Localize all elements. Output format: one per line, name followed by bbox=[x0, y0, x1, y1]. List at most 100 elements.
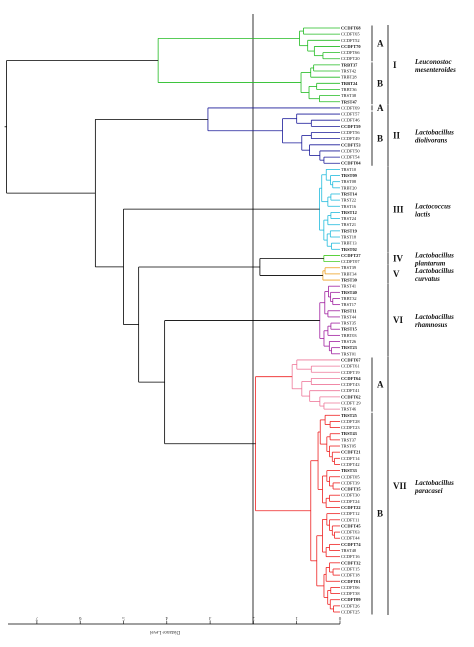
species-label: Leuconostoc bbox=[414, 58, 452, 66]
leaf-label: TRST17 bbox=[341, 302, 357, 307]
leaf-label: TRBT13 bbox=[341, 241, 357, 246]
axis-tick-label: 7 bbox=[35, 615, 38, 620]
leaf-label: TRST25 bbox=[341, 413, 358, 418]
leaf-label: CCDFT24 bbox=[341, 499, 360, 504]
leaf-label: TRST33 bbox=[341, 468, 358, 473]
subgroup-label: A bbox=[377, 380, 384, 390]
cluster-label: IV bbox=[393, 254, 404, 264]
leaf-label: CCDFT05 bbox=[341, 474, 360, 479]
leaf-label: TRST21 bbox=[341, 222, 356, 227]
species-label: paracasei bbox=[414, 487, 443, 495]
leaf-label: TRST42 bbox=[341, 69, 356, 74]
leaf-label: TRBT37 bbox=[341, 62, 358, 67]
axis-tick-label: 3 bbox=[208, 615, 211, 620]
leaf-label: TRBT20 bbox=[341, 185, 357, 190]
leaf-label: TRST10 bbox=[341, 167, 357, 172]
leaf-label: CCDFT11 bbox=[341, 517, 359, 522]
leaf-label: TRST09 bbox=[341, 173, 358, 178]
leaf-label: CCDFT20 bbox=[341, 56, 360, 61]
leaf-label: TRST18 bbox=[341, 235, 357, 240]
leaf-label: TRST44 bbox=[341, 314, 357, 319]
species-label: lactis bbox=[415, 210, 430, 218]
species-label: Lactococcus bbox=[414, 202, 451, 210]
leaf-label: CCDFT38 bbox=[341, 591, 360, 596]
axis-tick-label: 5 bbox=[122, 615, 125, 620]
leaf-label: CCDFT67 bbox=[341, 357, 361, 362]
leaf-label: CCDFT04 bbox=[341, 161, 361, 166]
leaf-labels: CCDFT68CCDFT65CCDFT52CCDFT70CCDFT66CCDFT… bbox=[341, 26, 361, 615]
leaf-label: CCDFT19 bbox=[341, 370, 360, 375]
leaf-label: CCDFT45 bbox=[341, 523, 361, 528]
leaf-label: CCDFT35 bbox=[341, 487, 361, 492]
leaf-label: TRST40 bbox=[341, 290, 358, 295]
leaf-label: CCDFT 29 bbox=[341, 400, 361, 405]
leaf-label: CCDFT54 bbox=[341, 155, 360, 160]
leaf-label: TRST35 bbox=[341, 321, 357, 326]
leaf-label: CCDFT57 bbox=[341, 112, 360, 117]
leaf-label: CCDFT28 bbox=[341, 419, 360, 424]
leaf-label: TRST23 bbox=[341, 345, 358, 350]
leaf-label: CCDFT44 bbox=[341, 536, 360, 541]
leaf-label: CCDFT01 bbox=[341, 579, 361, 584]
cluster-label: VII bbox=[393, 481, 407, 491]
leaf-label: TRST39 bbox=[341, 265, 357, 270]
leaf-label: CCDFT26 bbox=[341, 603, 360, 608]
leaf-label: CCDFT74 bbox=[341, 542, 361, 547]
leaf-label: CCDFT46 bbox=[341, 118, 360, 123]
leaf-label: TRST48 bbox=[341, 548, 357, 553]
leaf-label: CCDFT23 bbox=[341, 425, 360, 430]
leaf-label: CCDFT61 bbox=[341, 364, 360, 369]
axis-tick-label: 4 bbox=[165, 615, 168, 620]
leaf-label: CCDFT22 bbox=[341, 505, 361, 510]
species-label: Lactobacillus bbox=[414, 267, 454, 275]
leaf-label: TRST14 bbox=[341, 191, 358, 196]
tree-branches bbox=[4, 27, 340, 613]
leaf-label: TRST43 bbox=[341, 431, 358, 436]
axis-ticks: 7 6 5 4 3 2 1 0 bbox=[35, 615, 341, 624]
leaf-label: CCDFT68 bbox=[341, 26, 361, 31]
leaf-label: TRBT32 bbox=[341, 296, 357, 301]
axis-tick-label: 2 bbox=[252, 615, 255, 620]
leaf-label: CCDFT32 bbox=[341, 560, 361, 565]
subgroup-label: B bbox=[377, 134, 383, 144]
leaf-label: TRST30 bbox=[341, 278, 358, 283]
leaf-label: CCDFT12 bbox=[341, 511, 360, 516]
cluster-label: I bbox=[393, 60, 397, 70]
axis-tick-label: 0 bbox=[338, 615, 341, 620]
leaf-label: TRST37 bbox=[341, 437, 357, 442]
leaf-label: CCDFT14 bbox=[341, 456, 360, 461]
species-label: plantarum bbox=[414, 260, 446, 268]
leaf-label: TRST47 bbox=[341, 99, 358, 104]
leaf-label: CCDFT25 bbox=[341, 610, 360, 615]
species-label: rhamnosus bbox=[415, 321, 448, 329]
leaf-label: TRBT24 bbox=[341, 81, 358, 86]
leaf-label: TRST46 bbox=[341, 407, 357, 412]
leaf-label: TRST11 bbox=[341, 308, 357, 313]
leaf-label: TRBT03 bbox=[341, 333, 357, 338]
leaf-label: TRST26 bbox=[341, 339, 357, 344]
subgroup-label: B bbox=[377, 509, 383, 519]
axis-label: Distance Level bbox=[149, 629, 180, 634]
species-label: Lactobacillus bbox=[414, 479, 454, 487]
leaf-label: CCDFT39 bbox=[341, 480, 360, 485]
leaf-label: CCDFT27 bbox=[341, 253, 361, 258]
leaf-label: CCDFT21 bbox=[341, 450, 361, 455]
leaf-label: CCDFT49 bbox=[341, 136, 360, 141]
leaf-label: CCDFT53 bbox=[341, 142, 361, 147]
leaf-label: CCDFT06 bbox=[341, 585, 360, 590]
leaf-label: CCDFT41 bbox=[341, 388, 360, 393]
leaf-label: TRST22 bbox=[341, 198, 356, 203]
leaf-label: CCDFT50 bbox=[341, 148, 360, 153]
leaf-label: CCDFT15 bbox=[341, 566, 360, 571]
leaf-label: TRST24 bbox=[341, 216, 357, 221]
leaf-label: TRBT36 bbox=[341, 87, 357, 92]
species-label: Lactobacillus bbox=[414, 252, 454, 260]
leaf-label: CCDFT42 bbox=[341, 462, 360, 467]
species-label: curvatus bbox=[415, 275, 440, 283]
leaf-label: CCDFT64 bbox=[341, 376, 361, 381]
subgroup-label: A bbox=[377, 103, 384, 113]
leaf-label: TRST02 bbox=[341, 247, 357, 252]
subgroup-label: B bbox=[377, 78, 383, 88]
